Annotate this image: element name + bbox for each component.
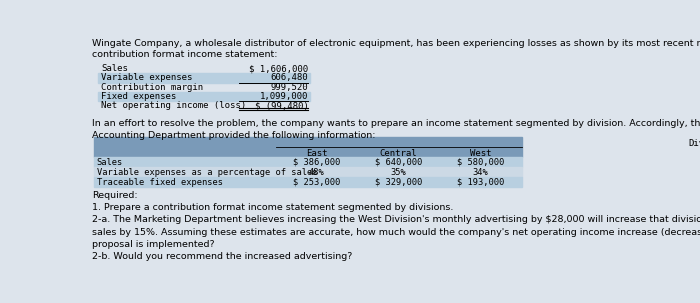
Text: Sales: Sales bbox=[102, 64, 128, 73]
Text: Variable expenses as a percentage of sales: Variable expenses as a percentage of sal… bbox=[97, 168, 317, 177]
Text: Central: Central bbox=[380, 149, 417, 158]
Text: Variable expenses: Variable expenses bbox=[102, 73, 193, 82]
Text: 999,520: 999,520 bbox=[271, 83, 309, 92]
Text: Net operating income (loss): Net operating income (loss) bbox=[102, 101, 246, 110]
Text: 34%: 34% bbox=[473, 168, 489, 177]
Bar bbox=[94, 167, 522, 177]
Text: East: East bbox=[306, 149, 328, 158]
Bar bbox=[94, 157, 522, 167]
Text: $ 386,000: $ 386,000 bbox=[293, 158, 340, 167]
Text: Traceable fixed expenses: Traceable fixed expenses bbox=[97, 178, 223, 187]
Text: $ (99,480): $ (99,480) bbox=[255, 101, 309, 110]
Text: 606,480: 606,480 bbox=[271, 73, 309, 82]
Text: $ 329,000: $ 329,000 bbox=[375, 178, 422, 187]
Text: In an effort to resolve the problem, the company wants to prepare an income stat: In an effort to resolve the problem, the… bbox=[92, 119, 700, 140]
Bar bbox=[98, 92, 310, 101]
Text: Sales: Sales bbox=[97, 158, 123, 167]
Text: Contribution margin: Contribution margin bbox=[102, 83, 204, 92]
Text: Wingate Company, a wholesale distributor of electronic equipment, has been exper: Wingate Company, a wholesale distributor… bbox=[92, 39, 700, 59]
Text: Required:
1. Prepare a contribution format income statement segmented by divisio: Required: 1. Prepare a contribution form… bbox=[92, 191, 700, 261]
Bar bbox=[94, 177, 522, 187]
Bar bbox=[94, 137, 522, 157]
Text: $ 193,000: $ 193,000 bbox=[457, 178, 504, 187]
Bar bbox=[98, 73, 310, 82]
Text: $ 1,606,000: $ 1,606,000 bbox=[249, 64, 309, 73]
Text: 1,099,000: 1,099,000 bbox=[260, 92, 309, 101]
Text: Fixed expenses: Fixed expenses bbox=[102, 92, 176, 101]
Text: $ 253,000: $ 253,000 bbox=[293, 178, 340, 187]
Text: 48%: 48% bbox=[309, 168, 325, 177]
Text: West: West bbox=[470, 149, 491, 158]
Text: $ 640,000: $ 640,000 bbox=[375, 158, 422, 167]
Text: Division: Division bbox=[688, 139, 700, 148]
Text: $ 580,000: $ 580,000 bbox=[457, 158, 504, 167]
Text: 35%: 35% bbox=[391, 168, 407, 177]
